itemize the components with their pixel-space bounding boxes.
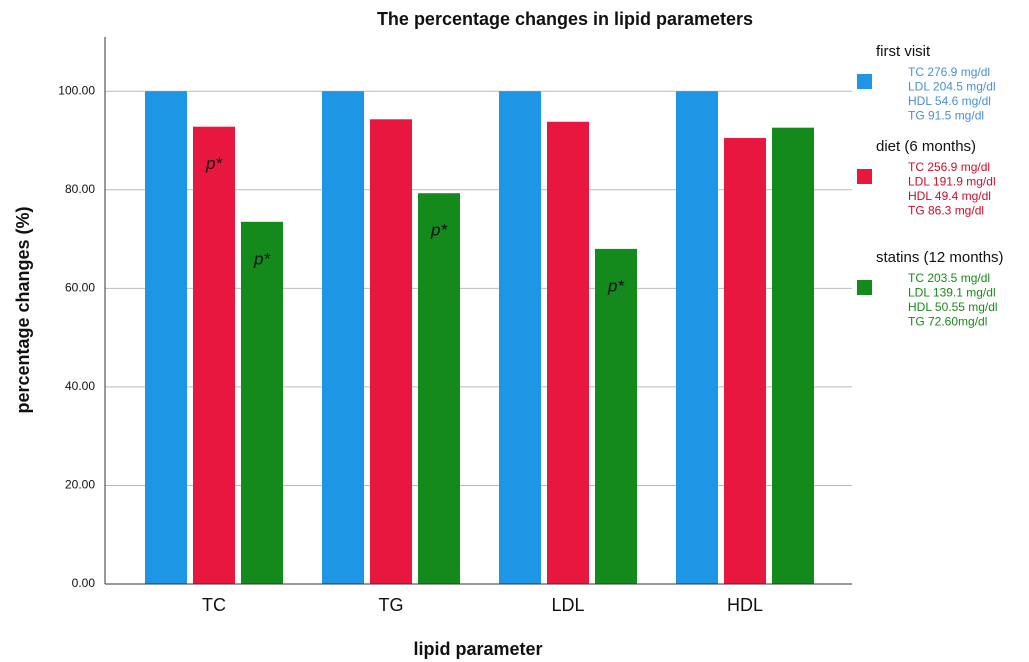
legend-label: diet (6 months) [876, 138, 976, 155]
y-axis-label: percentage changes (%) [13, 206, 33, 413]
legend-detail: TG 72.60mg/dl [908, 315, 987, 329]
legend-detail: TG 91.5 mg/dl [908, 109, 984, 123]
bar [145, 91, 187, 584]
legend-detail: HDL 49.4 mg/dl [908, 189, 991, 203]
legend-detail: TC 256.9 mg/dl [908, 160, 990, 174]
x-axis-label: lipid parameter [413, 639, 542, 659]
y-tick-label: 0.00 [72, 576, 96, 590]
x-tick-label: TG [379, 595, 404, 615]
y-tick-label: 40.00 [65, 379, 95, 393]
legend-swatch [857, 74, 872, 89]
legend-detail: LDL 191.9 mg/dl [908, 175, 996, 189]
annotation: p* [430, 221, 448, 240]
legend-label: statins (12 months) [876, 249, 1004, 266]
x-tick-label: TC [202, 595, 226, 615]
annotation: p* [253, 249, 271, 268]
annotation: p* [205, 154, 223, 173]
x-tick-label: HDL [727, 595, 763, 615]
legend-detail: LDL 139.1 mg/dl [908, 286, 996, 300]
bar [547, 121, 589, 584]
legend-detail: HDL 54.6 mg/dl [908, 94, 991, 108]
legend-detail: TC 276.9 mg/dl [908, 65, 990, 79]
bar [772, 127, 814, 584]
bar [499, 91, 541, 584]
legend-swatch [857, 280, 872, 295]
chart-title: The percentage changes in lipid paramete… [377, 9, 753, 29]
bar [418, 193, 460, 584]
legend-detail: TG 86.3 mg/dl [908, 204, 984, 218]
annotation: p* [607, 276, 625, 295]
y-tick-label: 80.00 [65, 182, 95, 196]
bar [724, 138, 766, 584]
bar [595, 248, 637, 585]
legend-detail: LDL 204.5 mg/dl [908, 80, 996, 94]
legend-swatch [857, 169, 872, 184]
bar [241, 221, 283, 584]
bar [322, 91, 364, 584]
y-tick-label: 20.00 [65, 478, 95, 492]
legend-detail: TC 203.5 mg/dl [908, 271, 990, 285]
y-tick-label: 100.00 [58, 83, 95, 97]
legend-detail: HDL 50.55 mg/dl [908, 300, 998, 314]
legend-label: first visit [876, 43, 931, 60]
y-tick-label: 60.00 [65, 280, 95, 294]
x-tick-label: LDL [551, 595, 584, 615]
bar [193, 126, 235, 584]
bar [676, 91, 718, 584]
bar [370, 119, 412, 585]
